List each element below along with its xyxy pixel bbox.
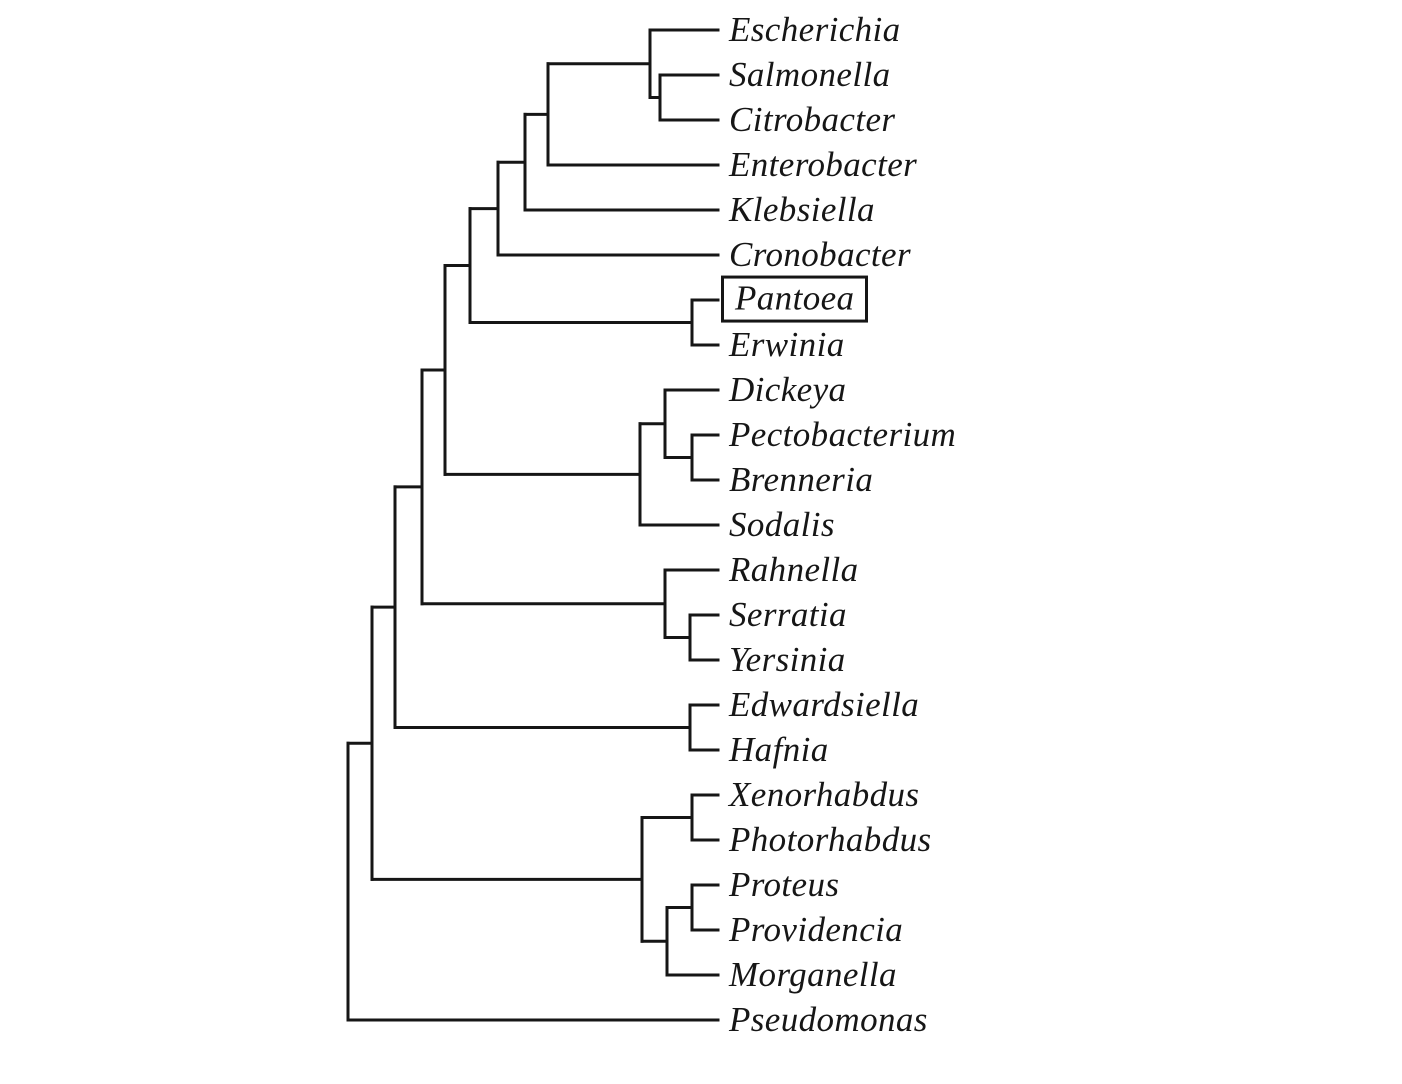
phylogenetic-tree-figure: Escherichia Salmonella Citrobacter Enteroba… — [346, 11, 956, 1037]
tree-branches-canvas — [346, 28, 720, 1022]
